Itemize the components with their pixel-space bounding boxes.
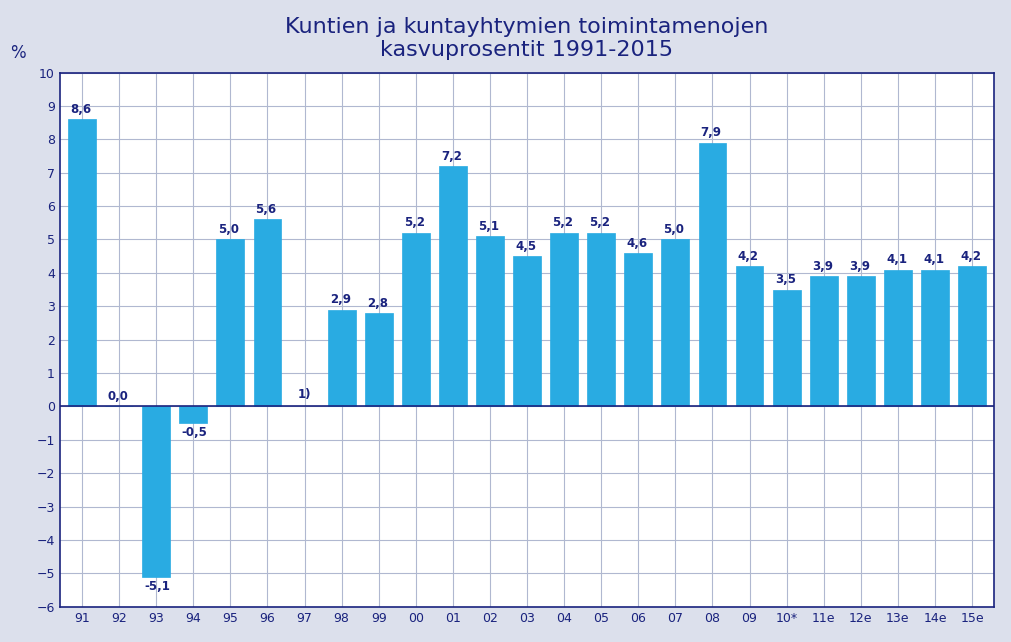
Text: 5,2: 5,2 [589, 216, 611, 229]
Bar [958, 266, 986, 406]
Text: 3,9: 3,9 [812, 260, 833, 273]
Text: -5,1: -5,1 [145, 580, 170, 593]
Text: 4,5: 4,5 [516, 240, 536, 253]
Text: 1): 1) [298, 388, 311, 401]
Text: 5,1: 5,1 [478, 220, 499, 233]
Bar [772, 290, 801, 406]
Bar [476, 236, 503, 406]
Y-axis label: %: % [10, 44, 25, 62]
Bar [365, 313, 392, 406]
Bar [699, 143, 726, 406]
Text: 7,2: 7,2 [441, 150, 462, 162]
Bar [401, 233, 430, 406]
Bar [143, 406, 170, 577]
Text: 2,9: 2,9 [330, 293, 351, 306]
Text: -0,5: -0,5 [181, 426, 207, 440]
Bar [625, 253, 652, 406]
Bar [514, 256, 541, 406]
Text: 4,1: 4,1 [886, 253, 907, 266]
Text: 4,1: 4,1 [923, 253, 944, 266]
Bar [328, 309, 356, 406]
Bar [439, 166, 467, 406]
Bar [179, 406, 207, 423]
Bar [550, 233, 578, 406]
Bar [254, 220, 281, 406]
Text: 3,5: 3,5 [774, 273, 796, 286]
Text: 2,8: 2,8 [367, 297, 388, 309]
Text: 7,9: 7,9 [701, 126, 722, 139]
Text: 5,0: 5,0 [218, 223, 240, 236]
Text: 5,6: 5,6 [256, 203, 277, 216]
Bar [216, 239, 245, 406]
Text: 5,2: 5,2 [404, 216, 425, 229]
Bar [68, 119, 96, 406]
Title: Kuntien ja kuntayhtymien toimintamenojen
kasvuprosentit 1991-2015: Kuntien ja kuntayhtymien toimintamenojen… [285, 17, 768, 60]
Text: 5,0: 5,0 [663, 223, 684, 236]
Text: 0,0: 0,0 [107, 390, 128, 403]
Bar [921, 270, 949, 406]
Bar [661, 239, 690, 406]
Bar [884, 270, 912, 406]
Bar [847, 276, 875, 406]
Text: 3,9: 3,9 [849, 260, 869, 273]
Bar [587, 233, 615, 406]
Text: 5,2: 5,2 [552, 216, 573, 229]
Text: 4,2: 4,2 [960, 250, 982, 263]
Text: 4,2: 4,2 [738, 250, 758, 263]
Bar [736, 266, 763, 406]
Text: 4,6: 4,6 [627, 236, 648, 250]
Text: 8,6: 8,6 [70, 103, 91, 116]
Bar [810, 276, 838, 406]
